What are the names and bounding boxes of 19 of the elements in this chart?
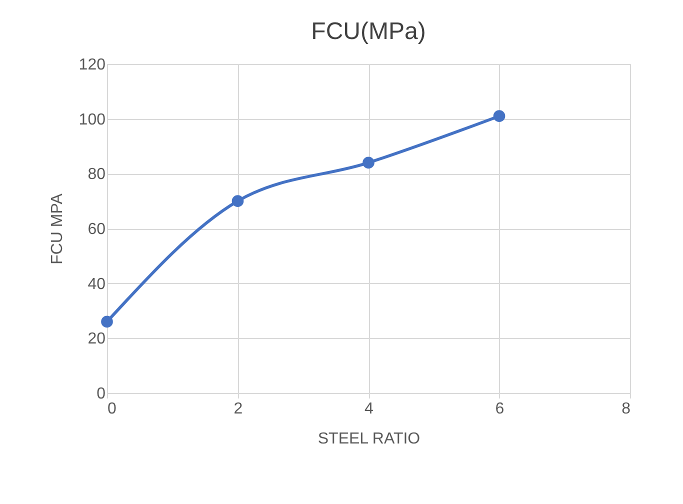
- x-tick-label: 8: [622, 400, 631, 418]
- y-tick-label: 0: [96, 386, 106, 402]
- y-tick-label: 60: [88, 221, 106, 238]
- y-tick-label: 80: [88, 166, 106, 184]
- y-tick-label: 40: [88, 276, 106, 293]
- x-tick-label: 6: [495, 400, 504, 418]
- y-tick-label: 20: [88, 330, 106, 348]
- chart-title: FCU(MPa): [311, 18, 426, 45]
- x-tick-label: 2: [234, 400, 243, 418]
- y-tick-label: 100: [78, 111, 106, 128]
- y-tick-label: 120: [78, 56, 106, 74]
- y-axis-title: FCU MPA: [48, 193, 66, 264]
- point: [101, 316, 113, 328]
- x-tick-label: 4: [364, 400, 374, 418]
- point: [493, 110, 506, 122]
- point: [362, 156, 374, 169]
- point: [232, 195, 244, 207]
- x-tick-label: 0: [108, 400, 116, 418]
- x-axis-title: STEEL RATIO: [318, 430, 420, 448]
